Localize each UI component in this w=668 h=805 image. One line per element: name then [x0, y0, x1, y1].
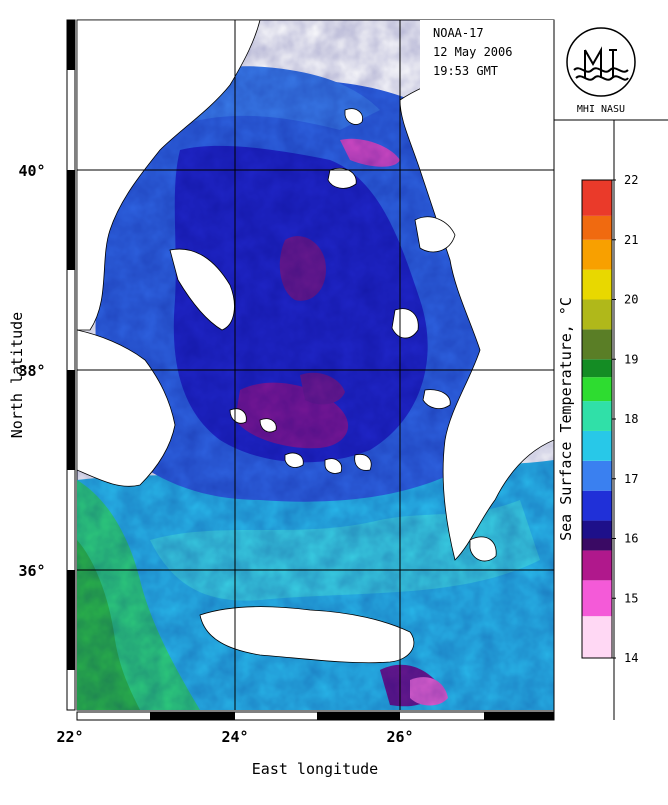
land-cyclades-4	[259, 418, 277, 433]
satellite-label: NOAA-17	[433, 26, 484, 40]
colorbar-tick-label: 14	[624, 651, 638, 665]
date-label: 12 May 2006	[433, 45, 512, 59]
colorbar-swatch	[582, 215, 612, 240]
y-tick-38: 38°	[18, 362, 45, 380]
y-tick-36: 36°	[18, 562, 45, 580]
x-axis-label: East longitude	[252, 760, 378, 778]
x-tick-22: 22°	[56, 728, 83, 746]
colorbar-tick-label: 20	[624, 293, 638, 307]
colorbar-swatch	[582, 520, 612, 539]
info-box-bg	[420, 20, 554, 90]
x-tick-26: 26°	[386, 728, 413, 746]
bottom-scale-bar	[76, 711, 555, 721]
land-samos	[422, 389, 451, 410]
x-tick-labels: 22° 24° 26°	[56, 728, 413, 746]
colorbar-tick-label: 17	[624, 472, 638, 486]
colorbar-ticks: 22 21 20 19 18 17 16 15 14	[612, 173, 638, 665]
land	[77, 20, 554, 664]
colorbar-swatch	[582, 359, 612, 378]
colorbar-swatch	[582, 490, 612, 521]
colorbar-tick-label: 18	[624, 412, 638, 426]
colorbar-swatch	[582, 299, 612, 330]
map-panel: NOAA-17 12 May 2006 19:53 GMT	[66, 19, 555, 721]
colorbar-swatch	[582, 550, 612, 581]
land-crete	[199, 606, 415, 664]
colorbar-swatch	[582, 239, 612, 270]
colorbar-swatch	[582, 580, 612, 617]
left-scale-bar	[66, 19, 76, 711]
land-rhodes	[469, 536, 497, 562]
y-axis-label: North latitude	[8, 312, 26, 438]
colorbar-swatch	[582, 377, 612, 402]
x-tick-24: 24°	[221, 728, 248, 746]
colorbar-swatch	[582, 269, 612, 300]
colorbar-title: Sea Surface Temperature, °C	[557, 297, 575, 541]
colorbar-tick-label: 19	[624, 352, 638, 366]
colorbar-swatch	[582, 180, 612, 216]
y-tick-labels: 40° 38° 36°	[18, 162, 45, 580]
land-cyclades-2	[324, 458, 342, 474]
land-evia	[169, 248, 235, 331]
side-panel: MHI NASU 22 21 20 19 18 17 16 15 14 Sea Surface …	[553, 20, 668, 720]
time-label: 19:53 GMT	[433, 64, 498, 78]
colorbar-swatch	[582, 430, 612, 461]
land-cyclades-3	[354, 453, 372, 471]
land-lemnos	[327, 167, 357, 189]
land-chios	[391, 308, 419, 339]
colorbar-swatch	[582, 538, 612, 551]
land-thasos	[344, 108, 363, 125]
colorbar: 22 21 20 19 18 17 16 15 14 Sea Surface Temperatu…	[557, 173, 638, 665]
mhi-logo: MHI NASU	[566, 27, 636, 115]
colorbar-swatches	[582, 180, 612, 658]
colorbar-swatch	[582, 616, 612, 658]
colorbar-swatch	[582, 329, 612, 360]
land-greece-mainland	[77, 20, 261, 331]
land-cyclades-1	[284, 452, 304, 468]
land-peloponnese	[77, 329, 176, 487]
colorbar-tick-label: 22	[624, 173, 638, 187]
land-lesbos	[414, 216, 456, 253]
land-cyclades-5	[229, 408, 247, 424]
colorbar-swatch	[582, 460, 612, 491]
colorbar-tick-label: 16	[624, 532, 638, 546]
graticule	[77, 20, 554, 710]
colorbar-tick-label: 15	[624, 591, 638, 605]
logo-label: MHI NASU	[577, 104, 625, 115]
sst-field	[77, 20, 554, 710]
colorbar-swatch	[582, 401, 612, 431]
y-tick-40: 40°	[18, 162, 45, 180]
colorbar-tick-label: 21	[624, 233, 638, 247]
